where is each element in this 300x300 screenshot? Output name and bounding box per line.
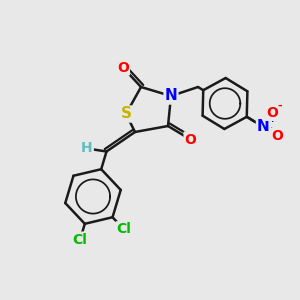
Text: Cl: Cl: [116, 222, 131, 236]
Text: O: O: [184, 133, 196, 146]
Text: O: O: [272, 129, 284, 142]
Text: O: O: [266, 106, 278, 120]
Text: S: S: [121, 106, 131, 122]
Text: O: O: [117, 61, 129, 74]
Text: N: N: [165, 88, 177, 104]
Text: +: +: [268, 114, 277, 124]
Text: -: -: [278, 100, 282, 110]
Text: Cl: Cl: [73, 232, 88, 247]
Text: N: N: [257, 119, 270, 134]
Text: H: H: [81, 142, 93, 155]
